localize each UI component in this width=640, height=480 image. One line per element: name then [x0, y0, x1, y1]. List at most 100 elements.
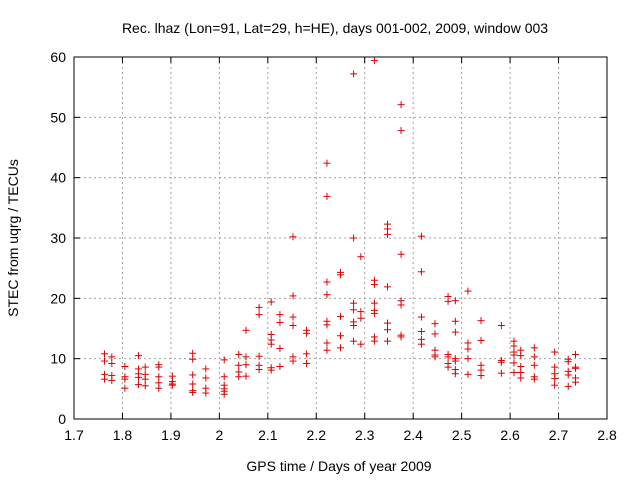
data-point: [155, 363, 163, 371]
data-point: [255, 366, 263, 374]
data-point: [134, 381, 142, 389]
data-point: [121, 375, 129, 383]
data-point: [464, 345, 472, 353]
data-point: [189, 388, 197, 396]
data-point: [530, 353, 538, 361]
y-tick-label: 10: [50, 351, 66, 367]
data-point: [303, 329, 311, 337]
data-point: [551, 348, 559, 356]
data-point: [530, 344, 538, 352]
data-point: [564, 358, 572, 366]
data-point: [370, 280, 378, 288]
x-tick-label: 1.9: [161, 427, 181, 443]
data-point: [303, 350, 311, 358]
data-point: [255, 352, 263, 360]
data-point: [350, 337, 358, 345]
data-point: [267, 366, 275, 374]
data-point: [242, 326, 250, 334]
data-point: [337, 312, 344, 320]
data-point: [397, 301, 405, 309]
data-point: [235, 373, 243, 381]
x-tick-label: 2.4: [403, 427, 423, 443]
data-point: [384, 319, 392, 327]
data-point: [464, 339, 472, 347]
data-point: [101, 357, 109, 365]
data-point: [572, 378, 580, 386]
data-point: [220, 390, 228, 398]
data-point: [350, 70, 358, 78]
data-point: [370, 57, 378, 65]
data-point: [417, 232, 425, 240]
data-point: [431, 353, 439, 361]
data-point: [202, 365, 210, 373]
data-point: [451, 328, 459, 336]
data-point: [517, 363, 525, 371]
data-point: [289, 357, 297, 365]
x-tick-label: 1.8: [113, 427, 133, 443]
data-point: [168, 381, 176, 389]
data-point: [235, 361, 243, 369]
data-point: [155, 384, 163, 392]
data-point: [384, 326, 392, 334]
data-point: [451, 297, 459, 305]
data-point: [323, 159, 331, 167]
axis-ticks: [73, 56, 608, 420]
data-point: [477, 317, 485, 325]
data-point: [384, 283, 392, 291]
data-point: [451, 317, 459, 325]
data-point: [323, 346, 331, 354]
data-point: [510, 351, 518, 359]
data-point: [323, 278, 331, 286]
data-point: [108, 376, 116, 384]
x-tick-label: 2.6: [500, 427, 520, 443]
data-point: [510, 342, 518, 350]
data-point: [497, 358, 505, 366]
data-point: [276, 344, 284, 352]
data-point: [510, 369, 518, 377]
data-point: [134, 373, 142, 381]
data-point: [530, 375, 538, 383]
data-point: [255, 303, 263, 311]
data-point: [337, 344, 344, 352]
data-point: [323, 321, 331, 329]
x-tick-label: 1.7: [64, 427, 84, 443]
data-point: [370, 299, 378, 307]
data-point: [517, 374, 525, 382]
data-point: [303, 359, 311, 367]
data-point: [141, 375, 149, 383]
data-point: [551, 363, 559, 371]
data-point: [431, 330, 439, 338]
data-point: [255, 311, 263, 319]
data-point: [350, 299, 358, 307]
data-point: [530, 361, 538, 369]
data-point: [384, 230, 392, 238]
data-point: [337, 271, 344, 279]
data-point: [289, 321, 297, 329]
data-point: [337, 332, 344, 340]
data-point: [357, 253, 365, 261]
x-tick-label: 2.5: [452, 427, 472, 443]
data-point: [289, 292, 297, 300]
data-point: [323, 192, 331, 200]
data-point: [121, 363, 129, 371]
data-point: [444, 353, 452, 361]
data-point: [276, 363, 284, 371]
x-tick-label: 2.1: [258, 427, 278, 443]
data-point: [431, 320, 439, 328]
data-point: [517, 352, 525, 360]
data-point: [276, 311, 284, 319]
data-point: [202, 374, 210, 382]
x-axis-label: GPS time / Days of year 2009: [246, 458, 431, 474]
y-tick-labels: 0 10 20 30 40 50 60: [50, 49, 66, 427]
data-point: [101, 350, 109, 358]
data-point: [572, 350, 580, 358]
data-point: [289, 233, 297, 241]
data-point: [155, 373, 163, 381]
data-point: [444, 363, 452, 371]
y-tick-label: 50: [50, 109, 66, 125]
data-point: [289, 313, 297, 321]
data-point: [242, 361, 250, 369]
x-tick-label: 2.2: [307, 427, 327, 443]
data-point: [189, 355, 197, 363]
